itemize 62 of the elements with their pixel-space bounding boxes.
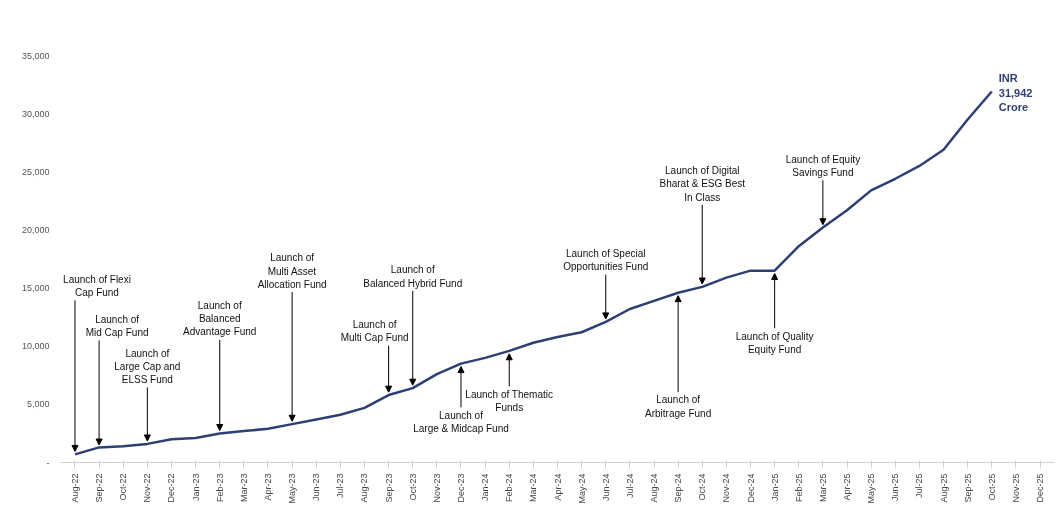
annotation: Launch of Multi Asset Allocation Fund xyxy=(257,252,327,290)
x-tick-label: Jul-24 xyxy=(624,473,635,499)
x-tick-label: Nov-23 xyxy=(431,473,442,503)
x-tick-label: May-25 xyxy=(866,473,877,504)
x-tick-label: Aug-22 xyxy=(69,473,80,503)
annotation: Launch of Quality Equity Fund xyxy=(735,330,814,355)
x-tick-label: Jun-24 xyxy=(600,473,611,502)
y-tick-label: - xyxy=(46,457,50,468)
annotation: Launch of Multi Cap Fund xyxy=(340,319,409,344)
x-tick-label: Dec-24 xyxy=(745,473,756,503)
x-tick-label: Dec-23 xyxy=(456,473,466,503)
x-tick-label: Sep-22 xyxy=(94,473,105,503)
x-tick-label: Jan-23 xyxy=(190,473,201,502)
y-tick-label: 20,000 xyxy=(21,224,50,235)
x-tick-label: Apr-25 xyxy=(842,473,853,501)
y-tick-label: 5,000 xyxy=(26,399,50,410)
x-tick-label: Apr-23 xyxy=(262,473,273,501)
x-tick-label: Mar-25 xyxy=(817,473,828,503)
x-tick-label: Mar-23 xyxy=(238,473,249,503)
x-tick-label: Jul-23 xyxy=(335,473,346,499)
x-tick-label: Jul-25 xyxy=(914,473,925,499)
x-tick-label: Jun-25 xyxy=(890,473,901,502)
annotation: Launch of Large Cap and ELSS Fund xyxy=(114,347,181,386)
x-tick-label: Sep-23 xyxy=(383,473,394,503)
y-tick-label: 25,000 xyxy=(21,166,50,177)
x-tick-label: Aug-23 xyxy=(359,473,370,503)
annotation: Launch of Balanced Advantage Fund xyxy=(183,300,257,338)
x-tick-label: May-24 xyxy=(576,473,587,504)
x-tick-label: Sep-25 xyxy=(962,473,973,503)
x-tick-label: Jan-25 xyxy=(769,473,780,502)
annotation: INR 31,942 Crore xyxy=(998,72,1033,114)
annotation: Launch of Equity Savings Fund xyxy=(785,153,861,179)
x-tick-label: Oct-25 xyxy=(986,473,997,501)
annotation: Launch of Mid Cap Fund xyxy=(85,313,149,339)
annotation: Launch of Digital Bharat & ESG Best In Class xyxy=(659,165,746,203)
x-tick-label: Nov-24 xyxy=(721,473,732,503)
x-tick-label: Dec-22 xyxy=(166,473,177,503)
x-tick-label: Dec-25 xyxy=(1035,473,1046,503)
x-tick-label: Oct-23 xyxy=(407,473,418,501)
x-tick-label: Feb-23 xyxy=(214,473,225,503)
x-tick-label: Feb-24 xyxy=(504,473,515,503)
annotation: Launch of Balanced Hybrid Fund xyxy=(363,264,463,289)
x-tick-label: Sep-24 xyxy=(673,473,684,503)
y-tick-label: 10,000 xyxy=(21,341,50,352)
x-tick-label: Mar-24 xyxy=(528,473,539,503)
annotation: Launch of Arbitrage Fund xyxy=(645,394,712,419)
annotation: Launch of Flexi Cap Fund xyxy=(63,273,131,298)
x-tick-label: May-23 xyxy=(287,473,298,504)
x-tick-label: Jan-24 xyxy=(480,473,491,502)
x-tick-label: Aug-25 xyxy=(938,473,949,503)
annotation: Launch of Special Opportunities Fund xyxy=(563,248,649,273)
x-tick-label: Feb-25 xyxy=(793,473,804,503)
y-tick-label: 35,000 xyxy=(21,50,50,61)
x-tick-label: Oct-22 xyxy=(118,473,129,501)
y-tick-label: 30,000 xyxy=(21,108,50,119)
x-tick-label: Oct-24 xyxy=(697,473,708,501)
x-tick-label: Nov-22 xyxy=(142,473,153,503)
x-tick-label: Aug-24 xyxy=(649,473,660,503)
x-tick-label: Nov-25 xyxy=(1010,473,1021,503)
x-tick-label: Apr-24 xyxy=(552,473,563,501)
x-tick-label: Jun-23 xyxy=(311,473,322,502)
y-tick-label: 15,000 xyxy=(21,283,50,294)
